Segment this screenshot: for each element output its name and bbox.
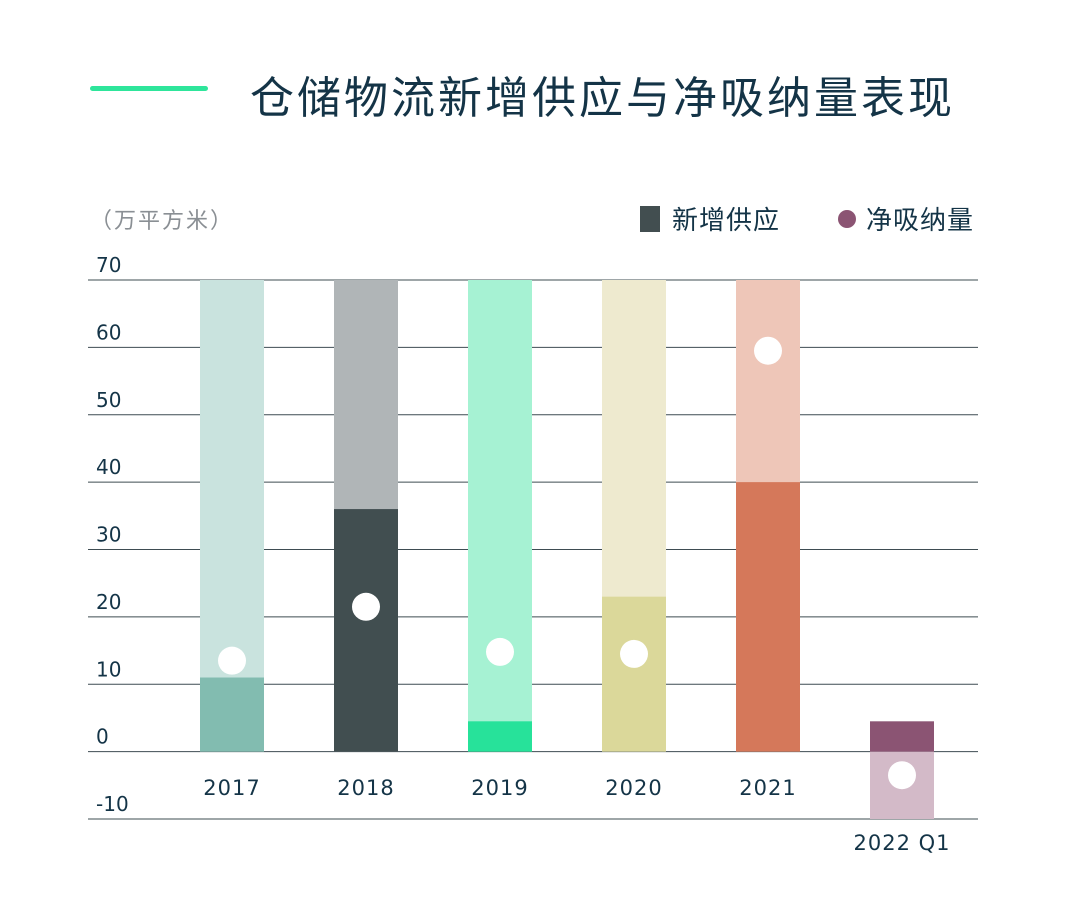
y-tick-label: 60 xyxy=(96,320,121,344)
supply-bar xyxy=(468,721,532,752)
x-category-label: 2022 Q1 xyxy=(853,831,950,855)
y-tick-label: 70 xyxy=(96,253,121,277)
supply-bar xyxy=(870,721,934,752)
supply-bar xyxy=(200,677,264,752)
y-axis-unit-label: （万平方米） xyxy=(90,209,235,234)
absorption-marker xyxy=(218,646,246,675)
supply-bar xyxy=(334,509,398,752)
chart-title: 仓储物流新增供应与净吸纳量表现 xyxy=(250,73,955,124)
y-tick-label: 20 xyxy=(96,590,121,614)
x-category-label: 2017 xyxy=(203,776,260,800)
absorption-marker xyxy=(754,336,782,365)
x-category-label: 2018 xyxy=(337,776,394,800)
y-tick-label: 50 xyxy=(96,388,121,412)
absorption-marker xyxy=(888,761,916,790)
absorption-marker xyxy=(486,637,514,666)
supply-bar xyxy=(602,596,666,752)
y-tick-label: -10 xyxy=(96,792,129,816)
legend-absorption-dot xyxy=(838,209,856,228)
y-tick-label: 10 xyxy=(96,657,121,681)
absorption-marker xyxy=(620,639,648,668)
y-tick-label: 30 xyxy=(96,523,121,547)
legend-item-supply: 新增供应 xyxy=(640,200,780,237)
legend-supply-label: 新增供应 xyxy=(672,206,781,236)
x-category-label: 2021 xyxy=(739,776,796,800)
x-category-label: 2019 xyxy=(471,776,528,800)
x-category-label: 2020 xyxy=(605,776,662,800)
legend-supply-swatch xyxy=(640,205,660,232)
legend-item-absorption: 净吸纳量 xyxy=(838,200,974,237)
legend-absorption-label: 净吸纳量 xyxy=(866,206,975,236)
absorption-marker xyxy=(352,592,380,621)
y-tick-label: 40 xyxy=(96,455,121,479)
bar-track xyxy=(468,280,532,752)
y-tick-label: 0 xyxy=(96,725,109,749)
title-accent-line xyxy=(90,86,208,91)
supply-bar xyxy=(736,482,800,752)
